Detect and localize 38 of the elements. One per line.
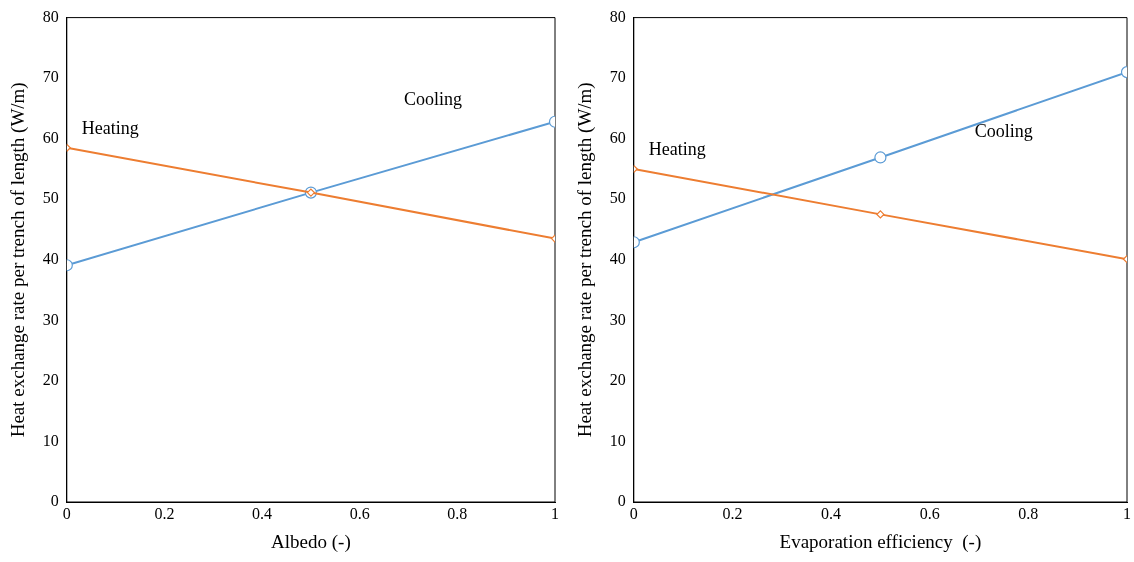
x-tick-label: 0.2	[722, 504, 743, 522]
series-label: Heating	[81, 117, 139, 138]
y-tick-label: 0	[617, 492, 626, 510]
x-tick-label: 0.2	[154, 504, 175, 522]
x-tick-label: 0.4	[821, 504, 842, 522]
y-tick-label: 50	[42, 189, 59, 207]
y-tick-label: 20	[609, 371, 626, 389]
y-tick-label: 70	[42, 68, 59, 86]
y-tick-label: 70	[609, 68, 626, 86]
y-tick-label: 60	[609, 128, 626, 146]
y-tick-label: 10	[609, 431, 626, 449]
y-tick-label: 60	[42, 128, 59, 146]
y-axis-title: Heat exchange rate per trench of length (W/m)	[7, 82, 30, 438]
y-axis-title: Heat exchange rate per trench of length (W/m)	[574, 82, 597, 438]
y-tick-label: 80	[42, 7, 59, 25]
series-label: Cooling	[974, 120, 1033, 141]
x-tick-label: 1	[1123, 504, 1131, 522]
x-tick-label: 0.4	[252, 504, 273, 522]
y-tick-label: 40	[609, 250, 626, 267]
y-tick-label: 80	[609, 7, 626, 25]
series-label: Heating	[648, 138, 706, 159]
y-tick-label: 0	[50, 492, 59, 510]
x-axis-title: Evaporation efficiency (-)	[779, 530, 982, 553]
x-tick-label: 0.6	[919, 504, 940, 522]
y-tick-label: 40	[42, 250, 59, 267]
y-tick-label: 30	[42, 310, 59, 328]
x-tick-label: 1	[551, 504, 559, 522]
x-tick-label: 0	[62, 504, 71, 522]
y-tick-label: 20	[42, 371, 59, 389]
x-tick-label: 0.6	[349, 504, 370, 522]
x-axis-title: Albedo (-)	[271, 530, 351, 553]
x-tick-label: 0.8	[1018, 504, 1039, 522]
y-tick-label: 10	[42, 431, 59, 449]
y-tick-label: 50	[609, 189, 626, 207]
text: Cooling	[403, 89, 462, 110]
y-tick-label: 30	[609, 310, 626, 328]
x-tick-label: 0	[629, 504, 638, 522]
x-tick-label: 0.8	[447, 504, 468, 522]
